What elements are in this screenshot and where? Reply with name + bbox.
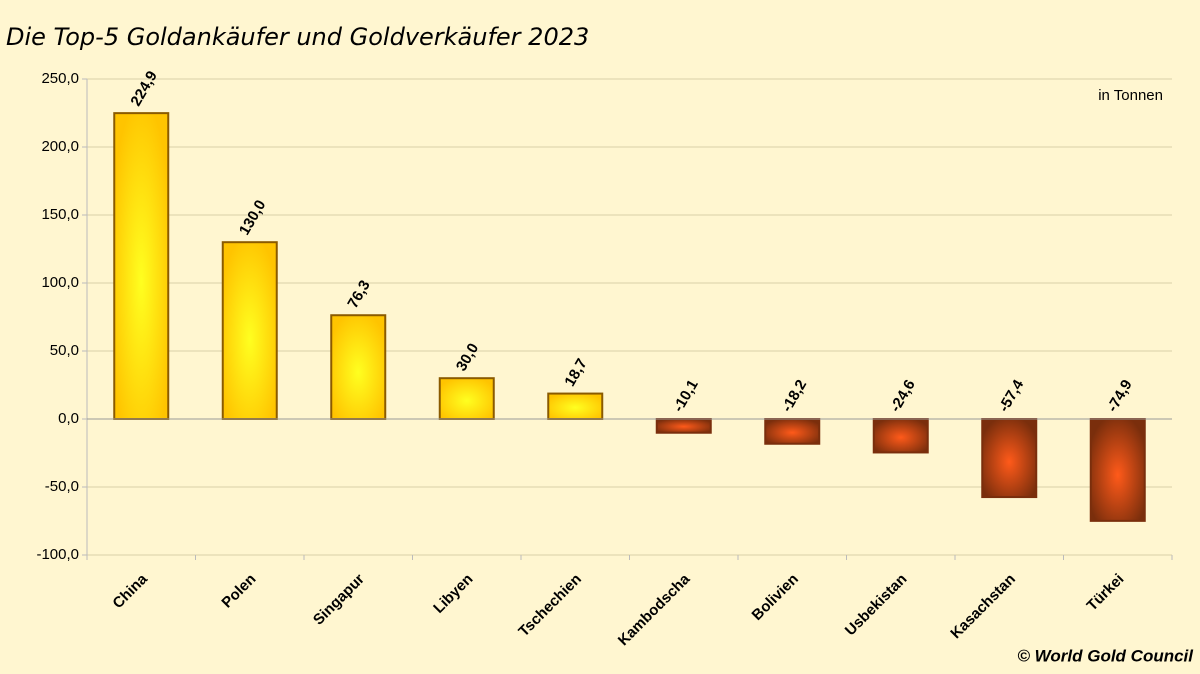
x-tick-label: Türkei xyxy=(1084,571,1128,615)
unit-annotation: in Tonnen xyxy=(1098,87,1163,104)
y-tick-label: 100,0 xyxy=(41,274,79,291)
bar xyxy=(113,112,170,421)
bar xyxy=(1089,418,1146,522)
value-label: -24,6 xyxy=(887,377,919,415)
value-label: 30,0 xyxy=(453,340,482,374)
value-label: -74,9 xyxy=(1104,377,1136,415)
value-label: 18,7 xyxy=(561,356,590,390)
y-tick-label: 200,0 xyxy=(41,138,79,155)
bar xyxy=(221,241,278,420)
x-tick-label: China xyxy=(109,570,151,612)
y-tick-label: -100,0 xyxy=(36,546,79,563)
value-label: 130,0 xyxy=(236,197,269,238)
value-label: -18,2 xyxy=(778,377,810,415)
bar xyxy=(547,392,604,420)
value-label: -57,4 xyxy=(995,376,1027,415)
y-tick-label: 0,0 xyxy=(58,410,79,427)
x-tick-label: Libyen xyxy=(430,571,476,617)
value-label: -10,1 xyxy=(670,377,702,415)
y-tick-label: 250,0 xyxy=(41,70,79,87)
x-tick-label: Usbekistan xyxy=(842,571,911,640)
value-label: 76,3 xyxy=(344,277,373,311)
chart-title: Die Top-5 Goldankäufer und Goldverkäufer… xyxy=(6,23,589,51)
bar xyxy=(438,377,495,421)
y-tick-label: 50,0 xyxy=(50,342,79,359)
y-tick-label: -50,0 xyxy=(45,478,79,495)
x-tick-label: Bolivien xyxy=(749,571,802,624)
bar xyxy=(981,418,1038,499)
bar xyxy=(764,418,821,445)
bar xyxy=(330,314,387,420)
value-label: 224,9 xyxy=(127,68,160,109)
y-tick-label: 150,0 xyxy=(41,206,79,223)
x-tick-label: Singapur xyxy=(310,571,368,629)
bar xyxy=(655,418,712,434)
source-note: © World Gold Council xyxy=(1017,646,1194,665)
x-tick-label: Tschechien xyxy=(515,571,585,641)
x-tick-label: Kasachstan xyxy=(947,571,1019,643)
bar xyxy=(872,418,929,454)
x-tick-label: Kambodscha xyxy=(615,570,694,649)
x-tick-label: Polen xyxy=(218,571,259,612)
